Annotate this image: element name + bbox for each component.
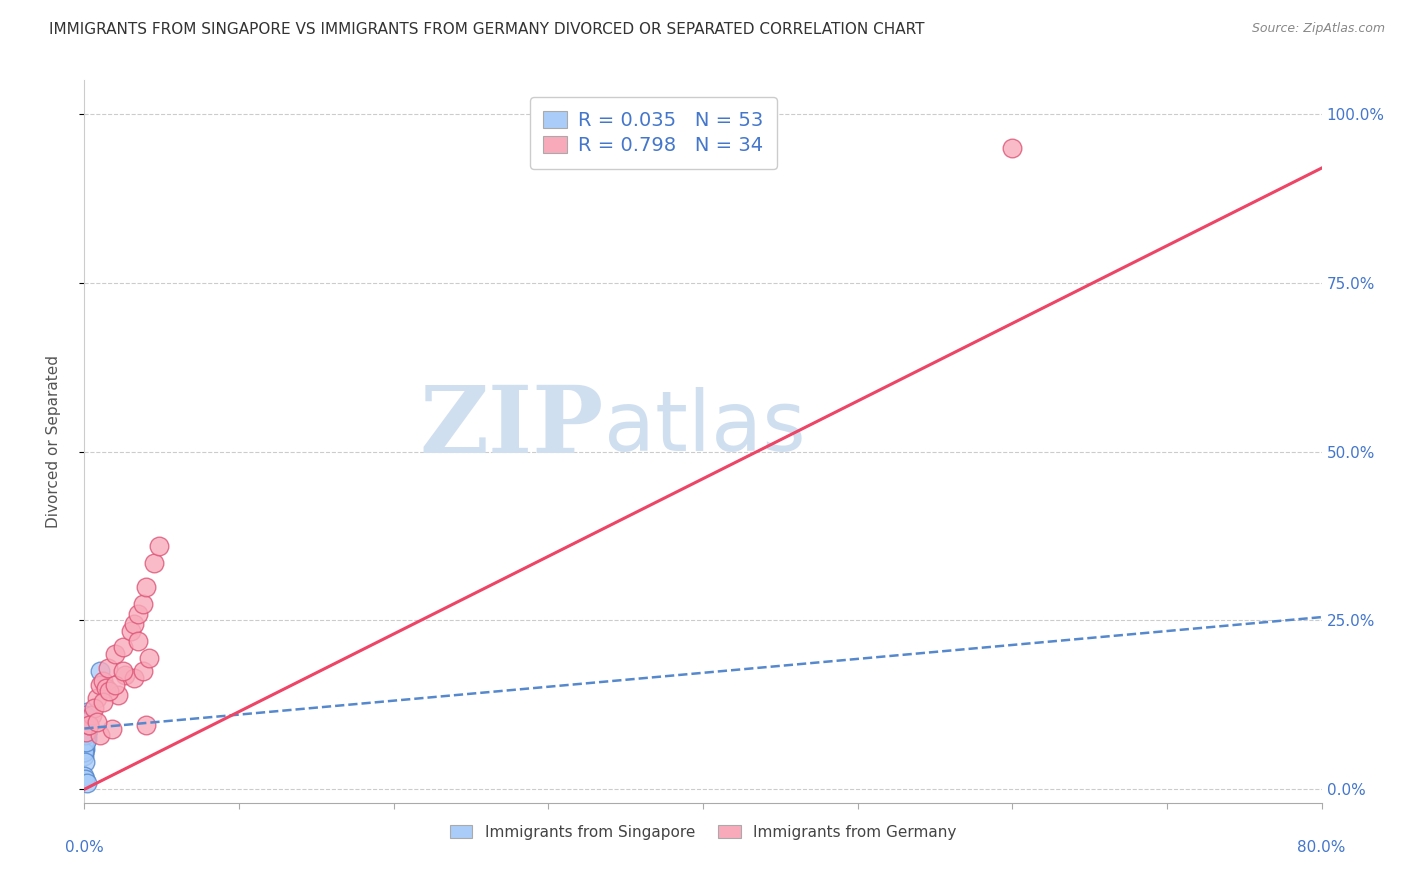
Point xyxy=(75,728,97,742)
Point xyxy=(83,701,105,715)
Point xyxy=(73,731,96,746)
Point xyxy=(120,624,142,638)
Point xyxy=(73,735,96,749)
Point xyxy=(75,725,97,739)
Point xyxy=(73,735,96,749)
Point xyxy=(73,739,96,753)
Point xyxy=(75,708,97,723)
Point xyxy=(107,688,129,702)
Text: atlas: atlas xyxy=(605,386,806,467)
Point xyxy=(135,718,157,732)
Point xyxy=(73,745,96,759)
Point xyxy=(73,741,96,756)
Text: 80.0%: 80.0% xyxy=(1298,840,1346,855)
Point xyxy=(1001,141,1024,155)
Point xyxy=(127,607,149,621)
Point xyxy=(86,714,108,729)
Point xyxy=(75,725,97,739)
Point xyxy=(135,580,157,594)
Point xyxy=(75,718,97,732)
Text: Source: ZipAtlas.com: Source: ZipAtlas.com xyxy=(1251,22,1385,36)
Point xyxy=(114,667,136,681)
Point xyxy=(75,714,97,729)
Point xyxy=(73,741,96,756)
Point xyxy=(91,674,114,689)
Legend: Immigrants from Singapore, Immigrants from Germany: Immigrants from Singapore, Immigrants fr… xyxy=(443,819,963,846)
Text: IMMIGRANTS FROM SINGAPORE VS IMMIGRANTS FROM GERMANY DIVORCED OR SEPARATED CORRE: IMMIGRANTS FROM SINGAPORE VS IMMIGRANTS … xyxy=(49,22,925,37)
Point xyxy=(104,678,127,692)
Point xyxy=(75,728,97,742)
Point xyxy=(76,722,98,736)
Point xyxy=(75,714,97,729)
Point xyxy=(96,661,118,675)
Point xyxy=(143,556,166,570)
Point xyxy=(75,741,97,756)
Point xyxy=(75,722,97,736)
Point xyxy=(122,671,145,685)
Point xyxy=(76,728,98,742)
Point xyxy=(75,725,97,739)
Point xyxy=(104,647,127,661)
Point xyxy=(75,728,97,742)
Point xyxy=(76,731,98,746)
Point xyxy=(76,722,98,736)
Point xyxy=(76,722,98,736)
Point xyxy=(76,718,98,732)
Text: 0.0%: 0.0% xyxy=(65,840,104,855)
Point xyxy=(73,748,96,763)
Point xyxy=(76,725,98,739)
Point xyxy=(75,772,97,787)
Point xyxy=(73,769,96,783)
Point xyxy=(75,718,97,732)
Point xyxy=(82,708,104,723)
Point xyxy=(138,650,160,665)
Point xyxy=(75,714,97,729)
Point xyxy=(75,722,97,736)
Point xyxy=(112,664,135,678)
Point xyxy=(75,756,97,770)
Point xyxy=(148,539,170,553)
Point xyxy=(89,728,111,742)
Point xyxy=(75,718,97,732)
Point xyxy=(132,597,155,611)
Point xyxy=(73,735,96,749)
Point xyxy=(75,725,97,739)
Point xyxy=(122,616,145,631)
Point xyxy=(73,739,96,753)
Point xyxy=(75,728,97,742)
Point xyxy=(77,718,100,732)
Point xyxy=(73,745,96,759)
Point xyxy=(86,691,108,706)
Point xyxy=(75,725,97,739)
Point xyxy=(91,694,114,708)
Point xyxy=(75,731,97,746)
Point xyxy=(101,722,124,736)
Point xyxy=(73,731,96,746)
Point xyxy=(89,678,111,692)
Point xyxy=(76,775,98,789)
Point xyxy=(75,735,97,749)
Text: ZIP: ZIP xyxy=(420,382,605,472)
Point xyxy=(76,722,98,736)
Point xyxy=(75,714,97,729)
Y-axis label: Divorced or Separated: Divorced or Separated xyxy=(46,355,60,528)
Point xyxy=(73,739,96,753)
Point xyxy=(98,684,121,698)
Point xyxy=(76,725,98,739)
Point xyxy=(76,705,98,719)
Point xyxy=(75,728,97,742)
Point xyxy=(89,664,111,678)
Point xyxy=(75,725,97,739)
Point xyxy=(77,718,100,732)
Point xyxy=(112,640,135,655)
Point xyxy=(127,633,149,648)
Point xyxy=(76,725,98,739)
Point xyxy=(94,681,117,695)
Point xyxy=(75,731,97,746)
Point xyxy=(132,664,155,678)
